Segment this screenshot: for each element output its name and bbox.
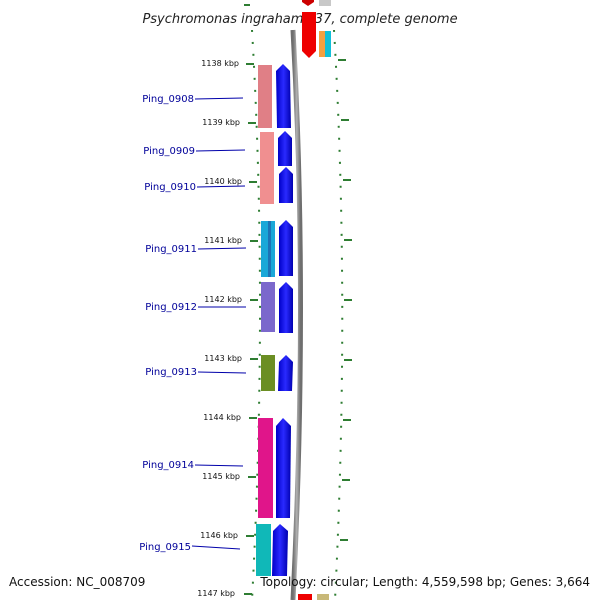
tick-label: 1138 kbp [201,59,239,68]
tick-label: 1146 kbp [200,531,238,540]
cds-arrow-7[interactable] [276,418,291,518]
genome-backbone [290,29,303,600]
gene-bar-ping-0912[interactable] [261,282,275,332]
upper-feature-cyan [325,31,331,57]
gene-label-lines [191,97,247,550]
cds-arrow-2[interactable] [278,131,292,166]
tick-label: 1139 kbp [202,118,240,127]
bottom-feature-red [298,594,312,600]
gene-0911-strip [268,221,271,277]
gene-bar-ping-0909[interactable] [260,132,274,168]
upper-feature-red [302,12,316,58]
tick-label: 1144 kbp [203,413,241,422]
cds-arrow-1[interactable] [276,64,291,128]
genome-info-text: Topology: circular; Length: 4,559,598 bp… [259,575,590,589]
gene-label-ping-0910[interactable]: Ping_0910 [144,182,196,193]
cds-arrow-8[interactable] [272,524,288,576]
gene-bar-ping-0914[interactable] [258,418,273,518]
cds-arrow-6[interactable] [278,355,293,391]
bottom-feature-tan [317,594,329,600]
gene-label-ping-0908[interactable]: Ping_0908 [142,94,194,105]
inner-ruler [251,29,261,600]
tick-label: 1141 kbp [204,236,242,245]
tick-label: 1140 kbp [204,177,242,186]
cds-arrow-5[interactable] [279,282,293,333]
inner-ruler-ticks [244,63,258,595]
top-feature-red [302,0,314,6]
map-title: Psychromonas ingrahamii 37, complete gen… [142,12,457,27]
cds-arrow-3[interactable] [279,167,293,203]
gene-label-ping-0914[interactable]: Ping_0914 [142,460,194,471]
gene-label-ping-0912[interactable]: Ping_0912 [145,302,197,313]
gene-bar-ping-0915[interactable] [256,524,271,576]
gene-labels: Ping_0908 Ping_0909 Ping_0910 Ping_0911 … [139,94,197,553]
gene-label-ping-0911[interactable]: Ping_0911 [145,244,197,255]
top-feature-gray [319,0,331,6]
gene-bars [256,65,275,576]
gene-bar-ping-0913[interactable] [261,355,275,391]
tick-label: 1143 kbp [204,354,242,363]
tick-labels: 1138 kbp 1139 kbp 1140 kbp 1141 kbp 1142… [197,59,242,598]
outer-ruler [333,29,344,600]
tick-label: 1142 kbp [204,295,242,304]
gene-label-ping-0909[interactable]: Ping_0909 [143,146,195,157]
cds-arrows [272,64,293,576]
gene-label-ping-0915[interactable]: Ping_0915 [139,542,191,553]
tick-label: 1145 kbp [202,472,240,481]
gene-label-ping-0913[interactable]: Ping_0913 [145,367,197,378]
outer-ruler-ticks [338,59,352,541]
gene-bar-ping-0910[interactable] [260,168,274,204]
upper-feature-orange [319,31,325,57]
cds-arrow-4[interactable] [279,220,293,276]
gene-bar-ping-0908[interactable] [258,65,272,128]
tick-label: 1147 kbp [197,589,235,598]
accession-text: Accession: NC_008709 [9,575,145,589]
